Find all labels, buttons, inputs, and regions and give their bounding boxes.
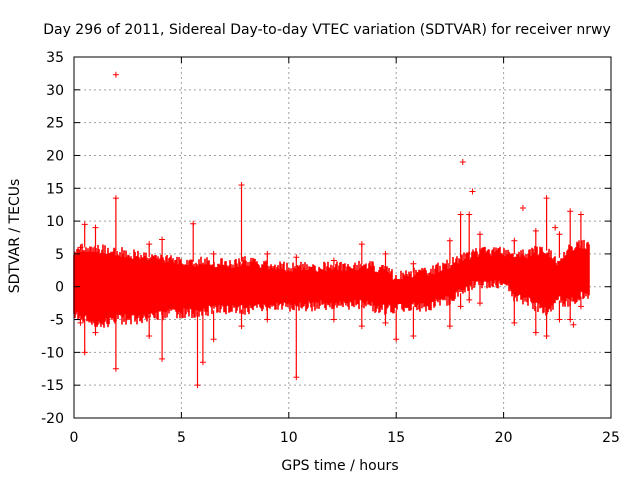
data-outlier-point xyxy=(570,321,577,328)
data-spike-peak-point xyxy=(358,323,365,330)
data-spike-peak-point xyxy=(466,211,473,218)
data-spike-peak-point xyxy=(112,365,119,372)
data-spike-peak-point xyxy=(92,329,99,336)
data-spike-peak-point xyxy=(112,195,119,202)
data-spike-peak-point xyxy=(330,257,337,264)
data-spike-peak-point xyxy=(358,241,365,248)
data-spike-peak-point xyxy=(293,254,300,261)
data-outlier-point xyxy=(552,224,559,231)
data-spike-peak-point xyxy=(238,323,245,330)
data-spike-peak-point xyxy=(77,244,84,251)
data-spike-peak-point xyxy=(577,303,584,310)
y-tick-label: 10 xyxy=(46,214,64,230)
data-spike-peak-point xyxy=(293,374,300,381)
chart-title: Day 296 of 2011, Sidereal Day-to-day VTE… xyxy=(43,22,611,38)
y-tick-label: -20 xyxy=(41,411,64,427)
data-spike-peak-point xyxy=(81,349,88,356)
data-spike-peak-point xyxy=(567,316,574,323)
data-spike-peak-point xyxy=(511,237,518,244)
y-tick-label: 30 xyxy=(46,83,64,99)
data-spike-peak-point xyxy=(446,323,453,330)
y-tick-label: 25 xyxy=(46,116,64,132)
data-spike-peak-point xyxy=(264,316,271,323)
data-spike-peak-point xyxy=(457,211,464,218)
data-spike-peak-point xyxy=(146,241,153,248)
data-spike-peak-point xyxy=(238,181,245,188)
data-spike-peak-point xyxy=(457,303,464,310)
data-spike-peak-point xyxy=(210,250,217,257)
y-tick-label: 0 xyxy=(55,280,64,296)
x-tick-label: 15 xyxy=(387,430,405,446)
data-spike-peak-point xyxy=(159,236,166,243)
data-spike-peak-point xyxy=(476,300,483,307)
data-spike-peak-point xyxy=(511,319,518,326)
data-spike-peak-point xyxy=(410,260,417,267)
data-outlier-point xyxy=(469,188,476,195)
data-spike-peak-point xyxy=(382,250,389,257)
grid-lines xyxy=(74,57,611,418)
data-spike-peak-point xyxy=(330,316,337,323)
x-tick-label: 25 xyxy=(602,430,620,446)
data-spike-peak-point xyxy=(556,231,563,238)
data-spike-peak-point xyxy=(532,329,539,336)
data-spike-peak-point xyxy=(210,336,217,343)
data-spike-peak-point xyxy=(577,211,584,218)
axes: 0 5 10 15 20 25 -20 -15 -10 -5 0 5 10 15 20 25 30 35 xyxy=(41,50,620,446)
y-tick-label: 5 xyxy=(55,247,64,263)
data-outlier-point xyxy=(459,159,466,166)
plot-frame xyxy=(73,56,612,419)
data-spike-peak-point xyxy=(393,336,400,343)
data-spike-peak-point xyxy=(567,208,574,215)
y-tick-label: -5 xyxy=(50,313,64,329)
axis-labels: Day 296 of 2011, Sidereal Day-to-day VTE… xyxy=(7,22,611,474)
data-spike-peak-point xyxy=(532,227,539,234)
data-spike-peak-point xyxy=(264,250,271,257)
data-spike-peak-point xyxy=(159,355,166,362)
x-tick-label: 5 xyxy=(177,430,186,446)
data-spike-peak-point xyxy=(146,332,153,339)
data-spike-peak-point xyxy=(543,332,550,339)
data-points xyxy=(73,71,590,389)
x-tick-label: 10 xyxy=(280,430,298,446)
y-tick-label: 15 xyxy=(46,181,64,197)
x-tick-label: 20 xyxy=(495,430,513,446)
data-spike-peak-point xyxy=(81,221,88,228)
data-spike-peak-point xyxy=(382,319,389,326)
data-spike-peak-point xyxy=(194,382,201,389)
data-spike-peak-point xyxy=(543,195,550,202)
data-spike-peak-point xyxy=(199,359,206,366)
y-tick-label: 35 xyxy=(46,50,64,66)
x-tick-label: 0 xyxy=(70,430,79,446)
data-spike-peak-point xyxy=(476,231,483,238)
data-spike-peak-point xyxy=(446,237,453,244)
data-spike-peak-point xyxy=(77,319,84,326)
data-outlier-point xyxy=(519,204,526,211)
data-spike-peak-point xyxy=(92,224,99,231)
y-tick-label: -15 xyxy=(41,378,64,394)
data-spike-peak-point xyxy=(410,332,417,339)
y-axis-label: SDTVAR / TECUs xyxy=(7,179,23,294)
data-outlier-point xyxy=(112,71,119,78)
data-spike-peak-point xyxy=(466,296,473,303)
x-axis-label: GPS time / hours xyxy=(281,458,398,474)
y-tick-label: -10 xyxy=(41,345,64,361)
y-tick-label: 20 xyxy=(46,148,64,164)
data-spike-peak-point xyxy=(190,220,197,227)
data-spike-peak-point xyxy=(556,316,563,323)
